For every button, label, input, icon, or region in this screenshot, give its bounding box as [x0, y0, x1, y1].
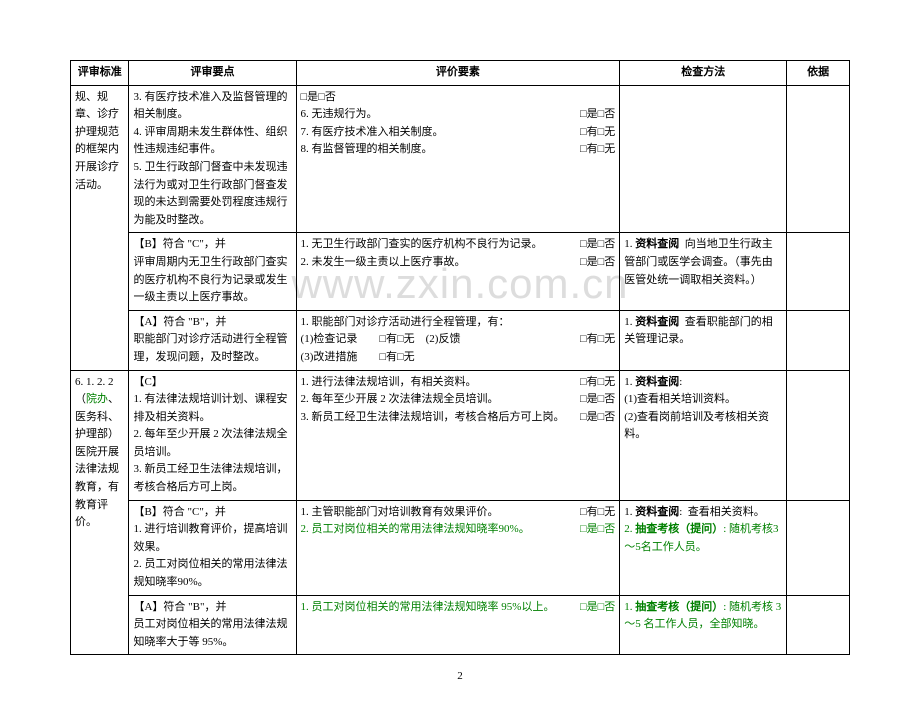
cell-method: 1. 资料查阅 查看职能部门的相关管理记录。 [620, 310, 787, 370]
evaluation-table: 评审标准 评审要点 评价要素 检查方法 依据 规、规章、诊疗护理规范的框架内开展… [70, 60, 850, 655]
cell-basis [787, 85, 850, 233]
cell-method: 1. 资料查阅: 查看相关资料。2. 抽查考核（提问）: 随机考核3～5名工作人… [620, 500, 787, 595]
cell-standard: 6. 1. 2. 2 （院办、医务科、护理部）医院开展法律法规教育，有教育评价。 [71, 370, 129, 655]
cell-eval: 1. 进行法律法规培训，有相关资料。□有□无2. 每年至少开展 2 次法律法规全… [296, 370, 620, 500]
table-row: 规、规章、诊疗护理规范的框架内开展诊疗活动。3. 有医疗技术准入及监督管理的相关… [71, 85, 850, 233]
cell-points: 3. 有医疗技术准入及监督管理的相关制度。 4. 评审周期未发生群体性、组织性违… [129, 85, 296, 233]
cell-points: 【B】符合 "C"，并 1. 进行培训教育评价，提高培训效果。 2. 员工对岗位… [129, 500, 296, 595]
cell-eval: 1. 员工对岗位相关的常用法律法规知晓率 95%以上。□是□否 [296, 595, 620, 655]
cell-basis [787, 595, 850, 655]
cell-basis [787, 500, 850, 595]
table-row: 【B】符合 "C"，并 评审周期内无卫生行政部门查实的医疗机构不良行为记录或发生… [71, 233, 850, 310]
header-method: 检查方法 [620, 61, 787, 86]
cell-eval: □是□否6. 无违规行为。□是□否7. 有医疗技术准入相关制度。□有□无8. 有… [296, 85, 620, 233]
header-points: 评审要点 [129, 61, 296, 86]
header-basis: 依据 [787, 61, 850, 86]
header-eval: 评价要素 [296, 61, 620, 86]
cell-eval: 1. 职能部门对诊疗活动进行全程管理，有：(1)检查记录 □有□无 (2)反馈□… [296, 310, 620, 370]
table-row: 【B】符合 "C"，并 1. 进行培训教育评价，提高培训效果。 2. 员工对岗位… [71, 500, 850, 595]
cell-basis [787, 233, 850, 310]
cell-points: 【A】符合 "B"，并 职能部门对诊疗活动进行全程管理，发现问题，及时整改。 [129, 310, 296, 370]
cell-points: 【A】符合 "B"，并 员工对岗位相关的常用法律法规知晓率大于等 95%。 [129, 595, 296, 655]
cell-eval: 1. 主管职能部门对培训教育有效果评价。□有□无2. 员工对岗位相关的常用法律法… [296, 500, 620, 595]
cell-eval: 1. 无卫生行政部门查实的医疗机构不良行为记录。□是□否2. 未发生一级主责以上… [296, 233, 620, 310]
page-number: 2 [70, 670, 850, 682]
cell-basis [787, 370, 850, 500]
cell-method: 1. 抽查考核（提问）: 随机考核 3～5 名工作人员，全部知晓。 [620, 595, 787, 655]
cell-method [620, 85, 787, 233]
cell-method: 1. 资料查阅 向当地卫生行政主管部门或医学会调查。（事先由医管处统一调取相关资… [620, 233, 787, 310]
cell-standard: 规、规章、诊疗护理规范的框架内开展诊疗活动。 [71, 85, 129, 370]
header-standard: 评审标准 [71, 61, 129, 86]
table-row: 【A】符合 "B"，并 职能部门对诊疗活动进行全程管理，发现问题，及时整改。1.… [71, 310, 850, 370]
cell-basis [787, 310, 850, 370]
cell-points: 【C】 1. 有法律法规培训计划、课程安排及相关资料。 2. 每年至少开展 2 … [129, 370, 296, 500]
table-row: 6. 1. 2. 2 （院办、医务科、护理部）医院开展法律法规教育，有教育评价。… [71, 370, 850, 500]
table-row: 【A】符合 "B"，并 员工对岗位相关的常用法律法规知晓率大于等 95%。1. … [71, 595, 850, 655]
table-header-row: 评审标准 评审要点 评价要素 检查方法 依据 [71, 61, 850, 86]
cell-method: 1. 资料查阅: (1)查看相关培训资料。 (2)查看岗前培训及考核相关资料。 [620, 370, 787, 500]
cell-points: 【B】符合 "C"，并 评审周期内无卫生行政部门查实的医疗机构不良行为记录或发生… [129, 233, 296, 310]
